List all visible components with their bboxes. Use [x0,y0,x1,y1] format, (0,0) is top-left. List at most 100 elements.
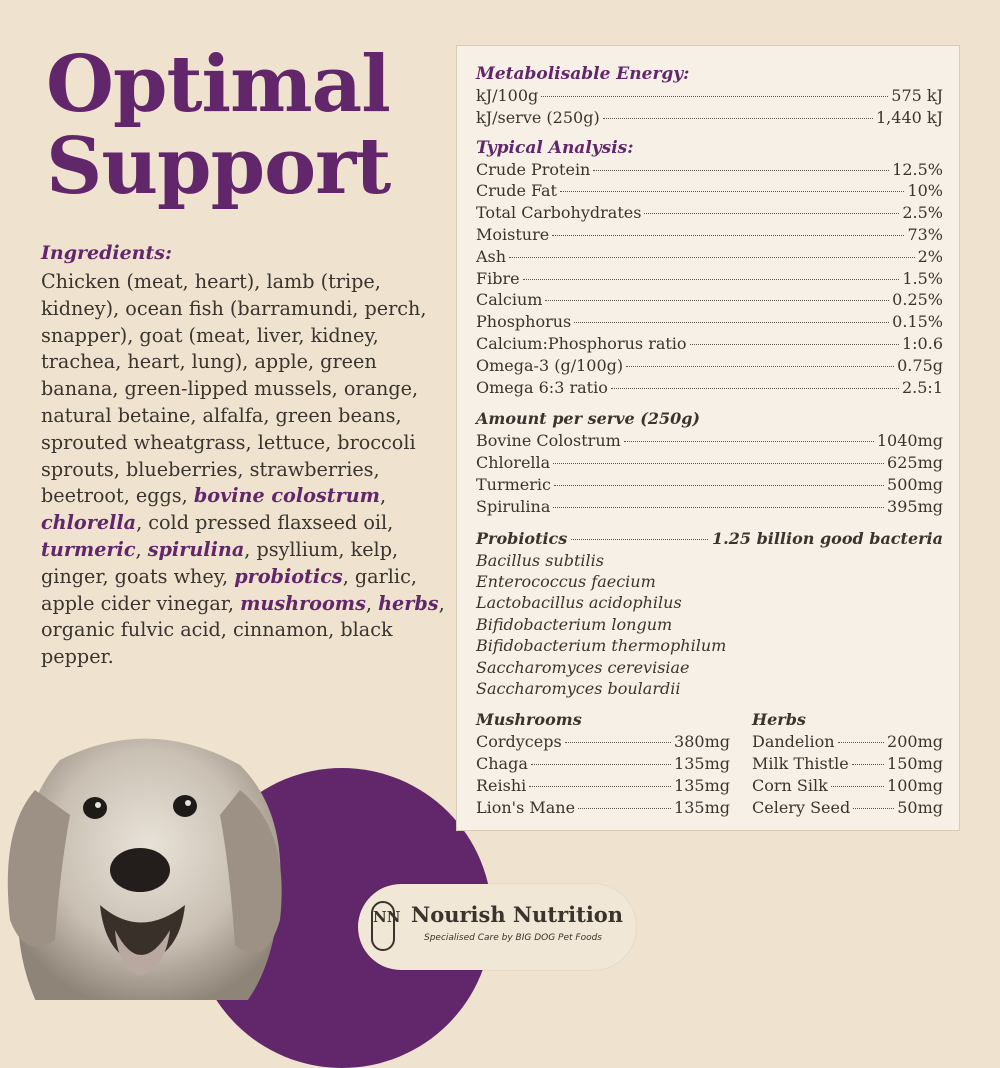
nutrient-value: 100mg [887,775,943,795]
nutrient-row: Crude Protein 12.5% [476,159,943,181]
highlighted-ingredient: mushrooms [240,591,366,615]
herbs-column: Herbs Dandelion 200mg Milk Thistle 150mg Cor… [752,709,943,818]
nutrient-row: Omega 6:3 ratio 2.5:1 [476,377,943,399]
nutrient-value: 395mg [887,496,943,516]
dotted-leader [689,343,899,345]
dotted-leader [593,169,890,171]
nutrient-value: 135mg [674,797,730,817]
nutrient-label: Ash [476,246,507,266]
dotted-leader [837,742,885,744]
golden-retriever-dog-photo [7,738,282,1000]
nutrient-row: Lion's Mane 135mg [476,797,730,819]
ingredient-text: , garlic, apple cider vinegar, [41,564,417,615]
probiotics-heading: Probiotics 1.25 billion good bacteria [476,528,943,550]
brand-logo-icon: NN [371,901,400,951]
dotted-leader [554,484,885,486]
probiotic-species: Lactobacillus acidophilus [476,593,682,613]
nutrient-row: Milk Thistle 150mg [752,753,943,775]
mushroom-rows: Cordyceps 380mg Chaga 135mg Reishi 135mg Lion'… [476,731,730,818]
nutrient-label: Celery Seed [752,797,851,817]
probiotic-species: Saccharomyces boulardii [476,678,681,698]
highlighted-ingredient: probiotics [234,564,343,588]
mushrooms-column: Mushrooms Cordyceps 380mg Chaga 135mg Reishi… [476,709,730,818]
dotted-leader [559,191,905,193]
nutrient-value: 200mg [887,732,943,752]
nutrient-row: Chlorella 625mg [476,452,943,474]
brand-tagline: Specialised Care by BIG DOG Pet Foods [424,933,602,943]
probiotic-species: Bifidobacterium thermophilum [476,636,727,656]
nutrient-value: 1,440 kJ [876,107,943,127]
nutrient-label: Calcium:Phosphorus ratio [476,333,687,353]
ingredient-text: , [379,484,387,508]
herbs-heading: Herbs [752,710,806,730]
nutrient-row: Corn Silk 100mg [752,775,943,797]
nutrient-label: Total Carbohydrates [476,203,642,223]
page-title: Optimal Support [46,44,391,212]
dotted-leader [574,322,890,324]
nutrient-row: Phosphorus 0.15% [476,311,943,333]
highlighted-ingredient: herbs [378,591,439,615]
nutrient-row: kJ/100g 575 kJ [476,85,943,107]
dotted-leader [830,785,885,787]
nutrient-row: Omega-3 (g/100g) 0.75g [476,355,943,377]
dotted-leader [553,463,885,465]
ingredient-text: , [365,591,379,615]
dotted-leader [626,365,895,367]
probiotic-species: Bacillus subtilis [476,550,604,570]
nutrient-label: Chaga [476,754,528,774]
probiotic-species: Saccharomyces cerevisiae [476,657,690,677]
nutrient-row: Moisture 73% [476,224,943,246]
nutrient-row: Ash 2% [476,246,943,268]
serve-rows: Bovine Colostrum 1040mg Chlorella 625mg Turm… [476,430,943,517]
highlighted-ingredient: turmeric [41,537,136,561]
dotted-leader [853,807,895,809]
nutrient-row: Crude Fat 10% [476,180,943,202]
highlighted-ingredient: bovine colostrum [193,484,380,508]
nutrient-value: 0.15% [892,312,943,332]
nutrient-row: Calcium 0.25% [476,289,943,311]
nutrient-label: Fibre [476,268,520,288]
nutrient-value: 135mg [674,754,730,774]
nutrient-row: Reishi 135mg [476,775,730,797]
probiotic-species: Bifidobacterium longum [476,614,673,634]
nutrient-value: 380mg [674,732,730,752]
nutrient-row: Cordyceps 380mg [476,731,730,753]
nutrient-label: Phosphorus [476,312,572,332]
dotted-leader [564,742,672,744]
dotted-leader [578,807,672,809]
nutrient-label: Chlorella [476,453,551,473]
title-line-2: Support [46,121,391,212]
dotted-leader [553,506,885,508]
nutrient-row: Turmeric 500mg [476,474,943,496]
nutrient-label: Corn Silk [752,775,828,795]
nutrient-label: Cordyceps [476,732,562,752]
nutrient-row: Chaga 135mg [476,753,730,775]
energy-heading: Metabolisable Energy: [476,64,690,84]
nutrient-label: Crude Fat [476,181,557,201]
ingredients-heading: Ingredients: [41,242,172,264]
nutrient-value: 2% [917,246,943,266]
nutrient-label: Omega 6:3 ratio [476,377,608,397]
nutrient-label: Turmeric [476,474,551,494]
nutrient-label: Spirulina [476,496,551,516]
nutrient-label: Calcium [476,290,543,310]
nutrient-value: 1.5% [902,268,943,288]
dotted-leader [522,278,900,280]
nutrient-row: Spirulina 395mg [476,496,943,518]
nutrient-value: 2.5:1 [901,377,943,397]
dotted-leader [610,387,899,389]
ingredients-text: Chicken (meat, heart), lamb (tripe, kidn… [41,269,446,671]
nutrition-panel: Metabolisable Energy: kJ/100g 575 kJ kJ/se… [456,45,960,831]
nutrient-label: Moisture [476,224,550,244]
nutrient-value: 1:0.6 [901,333,943,353]
dotted-leader [509,256,915,258]
dotted-leader [644,213,900,215]
nutrient-label: Milk Thistle [752,754,849,774]
ingredient-text: Chicken (meat, heart), lamb (tripe, kidn… [41,270,427,508]
probiotics-species-list: Bacillus subtilis Enterococcus faecium Lac… [476,550,943,700]
dotted-leader [545,300,890,302]
brand-badge: NN Nourish Nutrition Specialised Care by… [358,884,636,970]
ingredient-text: , psyllium, kelp, ginger, goats whey, [41,537,399,588]
nutrient-value: 10% [907,181,943,201]
nutrient-value: 2.5% [902,203,943,223]
